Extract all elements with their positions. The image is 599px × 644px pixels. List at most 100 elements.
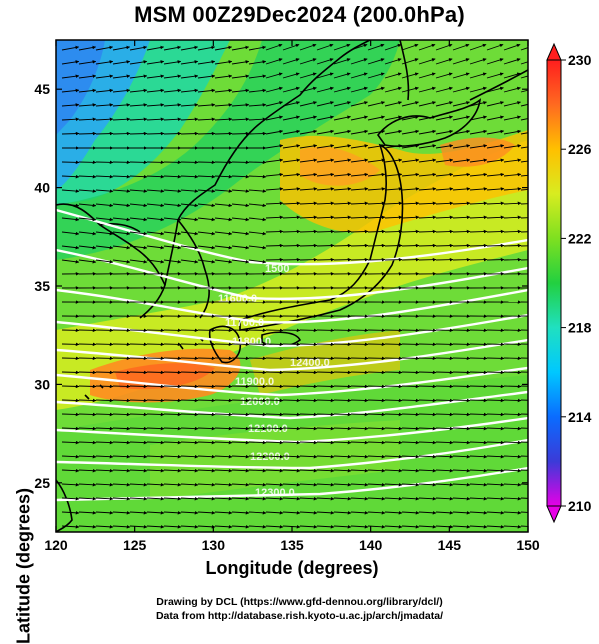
wind-arrow <box>113 386 130 387</box>
wind-arrow <box>504 400 521 401</box>
wind-arrow <box>147 386 164 387</box>
wind-arrow <box>232 414 249 415</box>
wind-arrow <box>113 372 130 373</box>
wind-arrow <box>62 372 79 373</box>
wind-arrow <box>351 231 368 232</box>
wind-arrow <box>300 414 317 415</box>
wind-arrow <box>419 372 436 373</box>
wind-arrow <box>351 246 368 247</box>
wind-arrow <box>351 414 368 415</box>
x-tick-label: 150 <box>516 537 540 553</box>
wind-arrow <box>147 400 164 401</box>
wind-arrow <box>130 400 147 401</box>
wind-arrow <box>79 414 96 415</box>
wind-arrow <box>249 386 266 387</box>
wind-arrow <box>181 414 198 415</box>
wind-arrow <box>470 400 487 401</box>
contour-label: 12200.0 <box>250 451 290 463</box>
wind-arrow <box>368 372 385 373</box>
wind-arrow <box>164 400 181 401</box>
wind-arrow <box>504 231 521 232</box>
wind-arrow <box>300 372 317 373</box>
wind-arrow <box>266 400 283 401</box>
wind-arrow <box>147 414 164 415</box>
wind-arrow <box>283 400 300 401</box>
wind-arrow <box>164 134 181 135</box>
wind-arrow <box>283 414 300 415</box>
wind-arrow <box>283 386 300 387</box>
wind-arrow <box>62 400 79 401</box>
wind-arrow <box>249 400 266 401</box>
contour-label: 1500 <box>265 263 289 275</box>
y-tick-label: 35 <box>34 278 50 294</box>
wind-arrow <box>266 372 283 373</box>
wind-arrow <box>419 246 436 247</box>
wind-arrow <box>368 386 385 387</box>
contour-label: 11800.0 <box>232 336 271 348</box>
wind-arrow <box>385 400 402 401</box>
wind-arrow <box>62 414 79 415</box>
wind-arrow <box>470 246 487 247</box>
wind-arrow <box>164 414 181 415</box>
wind-arrow <box>436 246 453 247</box>
wind-arrow <box>470 372 487 373</box>
wind-arrow <box>368 231 385 232</box>
y-tick-label: 45 <box>34 81 50 97</box>
weather-map-figure: 150011600.011700.011800.011900.012000.01… <box>0 0 599 625</box>
wind-arrow <box>317 246 334 247</box>
wind-arrow <box>96 372 113 373</box>
wind-arrow <box>249 134 266 135</box>
wind-arrow <box>453 231 470 232</box>
wind-arrow <box>266 386 283 387</box>
wind-arrow <box>181 400 198 401</box>
wind-arrow <box>232 386 249 387</box>
wind-arrow <box>334 372 351 373</box>
wind-arrow <box>436 372 453 373</box>
y-tick-label: 25 <box>34 475 50 491</box>
wind-arrow <box>334 386 351 387</box>
wind-arrow <box>130 372 147 373</box>
wind-arrow <box>62 134 79 135</box>
wind-arrow <box>368 246 385 247</box>
wind-arrow <box>198 372 215 373</box>
x-tick-label: 140 <box>359 537 383 553</box>
wind-arrow <box>351 400 368 401</box>
contour-label: 11700.0 <box>225 317 264 329</box>
wind-arrow <box>504 386 521 387</box>
wind-arrow <box>113 414 130 415</box>
wind-arrow <box>164 386 181 387</box>
wind-arrow <box>402 400 419 401</box>
wind-arrow <box>300 231 317 232</box>
wind-arrow <box>113 134 130 135</box>
contour-label: 12400.0 <box>290 357 330 369</box>
wind-arrow <box>487 231 504 232</box>
wind-arrow <box>419 400 436 401</box>
wind-arrow <box>504 246 521 247</box>
colorbar-body <box>547 60 561 506</box>
wind-arrow <box>181 134 198 135</box>
wind-arrow <box>385 414 402 415</box>
wind-arrow <box>317 414 334 415</box>
wind-arrow <box>215 414 232 415</box>
wind-arrow <box>300 400 317 401</box>
wind-arrow <box>79 400 96 401</box>
wind-arrow <box>300 246 317 247</box>
temperature-field <box>56 40 528 532</box>
wind-arrow <box>402 246 419 247</box>
wind-arrow <box>521 231 538 232</box>
wind-arrow <box>470 414 487 415</box>
wind-arrow <box>453 246 470 247</box>
wind-arrow <box>283 372 300 373</box>
wind-arrow <box>436 231 453 232</box>
wind-arrow <box>419 414 436 415</box>
colorbar-bottom-triangle <box>547 506 561 522</box>
x-tick-label: 125 <box>123 537 147 553</box>
wind-arrow <box>487 386 504 387</box>
wind-arrow <box>402 414 419 415</box>
wind-arrow <box>402 231 419 232</box>
wind-arrow <box>232 400 249 401</box>
wind-arrow <box>215 372 232 373</box>
wind-arrow <box>96 134 113 135</box>
wind-arrow <box>334 400 351 401</box>
